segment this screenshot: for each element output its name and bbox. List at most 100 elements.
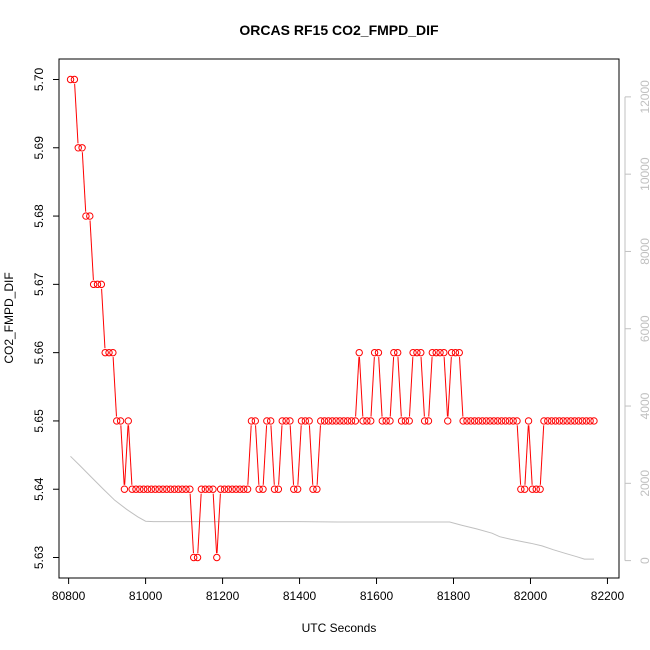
data-point-56	[282, 417, 290, 425]
data-point-103	[463, 417, 471, 425]
data-point-93	[424, 417, 433, 425]
data-point-48	[251, 417, 259, 425]
data-point-69	[332, 417, 340, 425]
x-tick-label-5: 81800	[437, 589, 471, 603]
data-point-85	[393, 348, 402, 357]
data-point-53	[270, 485, 279, 493]
data-point-41	[224, 485, 233, 493]
data-point-57	[286, 417, 294, 425]
data-point-86	[397, 417, 406, 425]
data-point-74	[351, 417, 360, 425]
data-point-122	[536, 485, 544, 493]
data-point-131	[571, 417, 579, 425]
series-segment-5	[89, 220, 94, 280]
data-point-39	[216, 485, 225, 493]
data-point-54	[274, 485, 283, 493]
series-segment-52	[270, 425, 275, 485]
data-point-77	[363, 417, 371, 425]
data-point-6	[89, 280, 98, 289]
series-segment-31	[189, 493, 194, 554]
data-point-81	[378, 417, 386, 425]
x-tick-label-1: 81000	[129, 589, 163, 603]
data-point-123	[540, 417, 548, 425]
series-segment-119	[528, 425, 533, 485]
data-point-72	[343, 417, 352, 425]
data-point-113	[501, 417, 510, 425]
data-point-20	[143, 485, 152, 493]
series-segment-91	[420, 357, 425, 417]
data-point-68	[328, 417, 336, 425]
data-point-109	[486, 417, 494, 425]
y2-tick-label-6: 12000	[638, 80, 650, 114]
data-point-135	[586, 417, 594, 425]
series-segment-116	[516, 425, 522, 485]
series-line-right-axis	[70, 455, 594, 560]
y-axis-label: CO2_FMPD_DIF	[2, 272, 16, 363]
data-point-105	[470, 417, 479, 425]
plot-frame	[58, 58, 620, 579]
data-point-37	[209, 485, 217, 493]
series-segment-33	[197, 493, 202, 554]
data-point-52	[266, 417, 275, 425]
data-point-106	[474, 417, 483, 425]
data-point-3	[78, 144, 86, 152]
series-segment-78	[370, 357, 375, 417]
data-point-111	[494, 417, 502, 425]
data-point-80	[374, 348, 383, 357]
data-point-82	[382, 417, 390, 425]
data-point-30	[182, 485, 190, 493]
data-point-124	[544, 417, 552, 425]
data-point-5	[86, 212, 94, 220]
data-point-35	[201, 485, 209, 493]
series-segment-85	[397, 357, 402, 417]
data-point-44	[236, 485, 244, 493]
y2-tick-label-1: 2000	[638, 470, 650, 497]
data-point-127	[555, 417, 564, 425]
data-point-58	[290, 485, 298, 493]
x-axis-label: UTC Seconds	[302, 621, 377, 635]
data-point-107	[478, 417, 487, 425]
y-tick-label-1: 5.64	[32, 477, 46, 501]
data-point-116	[513, 417, 521, 425]
data-point-84	[390, 348, 398, 357]
y2-tick-label-3: 6000	[638, 315, 650, 342]
series-connectors	[74, 83, 545, 554]
data-point-24	[159, 485, 167, 493]
y-tick-label-3: 5.66	[32, 341, 46, 365]
data-point-16	[128, 485, 136, 493]
series-segment-46	[247, 425, 252, 485]
data-point-49	[255, 485, 263, 493]
series-segment-8	[101, 288, 106, 349]
data-point-18	[136, 485, 144, 493]
data-point-125	[547, 417, 556, 425]
series-segment-54	[278, 425, 283, 485]
data-point-34	[197, 485, 206, 493]
data-point-118	[521, 485, 529, 493]
data-point-133	[578, 417, 587, 425]
x-tick-label-2: 81200	[206, 589, 240, 603]
series-segment-74	[355, 357, 360, 417]
data-point-51	[263, 417, 271, 425]
data-point-83	[386, 417, 394, 425]
y-tick-label-6: 5.69	[32, 136, 46, 160]
series-segment-62	[308, 425, 314, 485]
data-point-23	[155, 485, 163, 493]
series-segment-75	[358, 357, 364, 417]
series-segment-83	[389, 357, 395, 417]
data-point-79	[370, 348, 379, 357]
data-point-8	[97, 280, 106, 289]
data-point-117	[517, 485, 525, 493]
series-segment-50	[262, 425, 268, 485]
data-point-100	[451, 348, 460, 357]
y-tick-label-4: 5.67	[32, 272, 46, 296]
data-point-27	[170, 485, 179, 493]
x-tick-label-7: 82200	[591, 589, 625, 603]
data-point-70	[336, 417, 344, 425]
data-point-91	[417, 348, 425, 357]
data-point-32	[190, 553, 198, 562]
data-point-38	[213, 553, 221, 562]
data-point-28	[174, 485, 183, 493]
y2-tick-label-4: 8000	[638, 238, 650, 265]
data-point-64	[313, 485, 321, 493]
